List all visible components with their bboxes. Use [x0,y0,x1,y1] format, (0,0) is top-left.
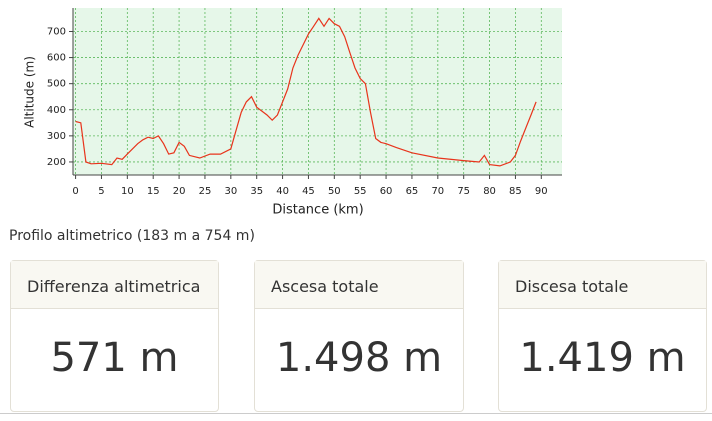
x-tick-label: 35 [250,186,263,197]
card-value: 1.419 m [519,335,686,381]
card: Ascesa totale 1.498 m [254,260,464,412]
x-tick-label: 40 [276,186,289,197]
card-value: 1.498 m [275,335,443,381]
y-tick-label: 200 [47,157,66,168]
divider [0,413,712,414]
x-tick-label: 65 [406,186,419,197]
card-title: Ascesa totale [255,261,463,309]
x-tick-label: 10 [121,186,134,197]
x-axis-title: Distance (km) [272,203,363,218]
x-tick-label: 25 [199,186,212,197]
y-tick-label: 500 [47,79,66,90]
x-tick-label: 5 [98,186,104,197]
y-tick-label: 400 [47,105,66,116]
x-tick-label: 90 [535,186,548,197]
card-value: 571 m [50,335,179,381]
plot-area [73,8,562,175]
y-axis-title: Altitude (m) [23,56,37,128]
x-tick-label: 45 [302,186,315,197]
x-tick-label: 30 [224,186,237,197]
y-tick-label: 600 [47,53,66,64]
card-title: Differenza altimetrica [11,261,218,309]
x-tick-label: 55 [354,186,367,197]
chart: Distance (km) Altitude (m) 2003004005006… [23,8,562,218]
x-tick-label: 70 [431,186,444,197]
caption: Profilo altimetrico (183 m a 754 m) [9,228,255,244]
card: Differenza altimetrica 571 m [10,260,219,412]
x-tick-label: 60 [380,186,393,197]
x-tick-label: 15 [147,186,160,197]
x-tick-label: 80 [483,186,496,197]
card: Discesa totale 1.419 m [498,260,707,412]
x-tick-label: 0 [72,186,78,197]
card-title: Discesa totale [499,261,706,309]
y-tick-label: 300 [47,131,66,142]
x-tick-label: 85 [509,186,522,197]
x-tick-label: 75 [457,186,470,197]
elevation-line [75,17,537,167]
x-tick-label: 50 [328,186,341,197]
y-tick-label: 700 [47,26,66,37]
x-tick-label: 20 [173,186,186,197]
